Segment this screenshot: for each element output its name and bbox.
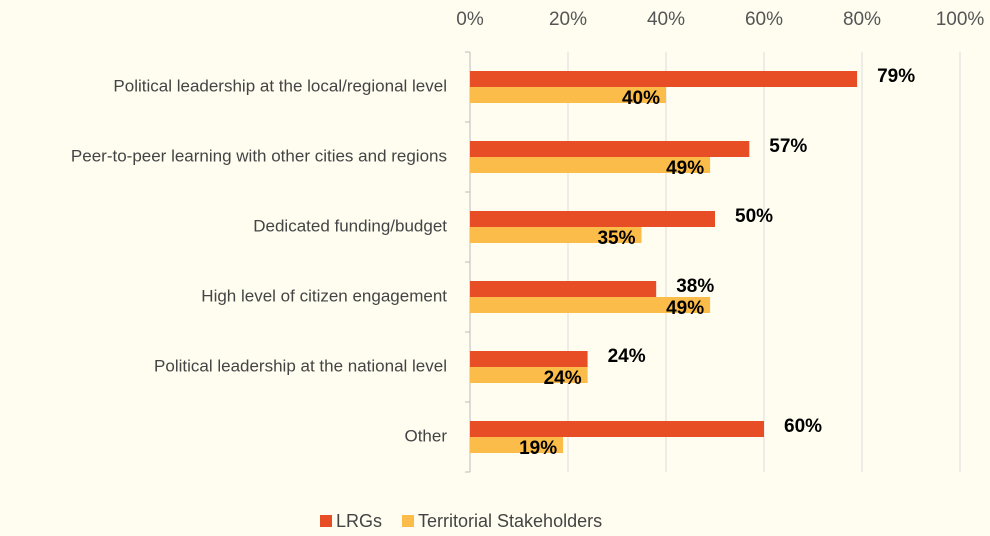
- legend-swatch: [320, 515, 332, 527]
- x-tick-label: 40%: [647, 9, 685, 30]
- value-label: 40%: [622, 88, 660, 109]
- value-label: 38%: [676, 276, 714, 297]
- category-label: Political leadership at the local/region…: [113, 76, 447, 95]
- value-label: 79%: [877, 66, 915, 87]
- legend-swatch: [402, 515, 415, 527]
- category-label: Dedicated funding/budget: [253, 216, 447, 235]
- bar: [470, 211, 715, 227]
- value-label: 19%: [519, 438, 557, 459]
- x-tick-label: 80%: [843, 9, 881, 30]
- legend-label: Territorial Stakeholders: [418, 511, 602, 531]
- x-tick-label: 60%: [745, 9, 783, 30]
- bar: [470, 297, 711, 313]
- bar: [470, 227, 642, 243]
- bar: [470, 141, 750, 157]
- value-label: 49%: [666, 298, 704, 319]
- value-label: 60%: [784, 416, 822, 437]
- bar: [470, 281, 657, 297]
- bar: [470, 437, 564, 453]
- bar: [470, 421, 764, 437]
- x-tick-label: 0%: [456, 9, 484, 30]
- value-label: 49%: [666, 158, 704, 179]
- value-label: 24%: [608, 346, 646, 367]
- bar: [470, 87, 666, 103]
- value-label: 24%: [544, 368, 582, 389]
- value-label: 57%: [769, 136, 807, 157]
- bar: [470, 157, 711, 173]
- x-tick-label: 100%: [936, 9, 985, 30]
- category-label: Political leadership at the national lev…: [154, 356, 447, 375]
- bar: [470, 71, 858, 87]
- category-label: Peer-to-peer learning with other cities …: [71, 146, 447, 165]
- value-label: 50%: [735, 206, 773, 227]
- bar: [470, 351, 588, 367]
- legend-label: LRGs: [336, 511, 382, 531]
- value-label: 35%: [597, 228, 635, 249]
- bar: [470, 367, 588, 383]
- x-tick-label: 20%: [549, 9, 587, 30]
- category-label: High level of citizen engagement: [201, 286, 447, 305]
- category-label: Other: [404, 426, 447, 445]
